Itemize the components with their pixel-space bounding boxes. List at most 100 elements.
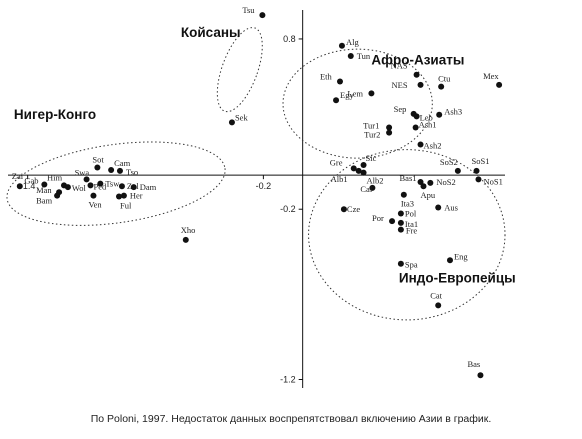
point-label: Bam [36, 196, 52, 206]
point-label: Ash2 [424, 141, 442, 151]
data-point [360, 161, 367, 168]
point-label: NAS [391, 61, 408, 71]
data-point [400, 191, 407, 198]
point-label: Aus [444, 203, 458, 213]
point-label: Pol [405, 208, 417, 218]
group-label: Нигер-Конго [14, 107, 96, 122]
point-label: Wol [72, 183, 87, 193]
point-label: Her [130, 191, 143, 201]
group-label: Афро-Азиаты [371, 52, 464, 67]
data-point [336, 78, 343, 85]
group-label: Койсаны [181, 25, 241, 40]
point-label: Sic [366, 153, 377, 163]
point-label: Cal [360, 184, 372, 194]
point-label: Leb [420, 112, 433, 122]
data-point [389, 218, 396, 225]
point-label: SoS1 [472, 156, 490, 166]
data-point [412, 124, 419, 131]
point-label: Sot [92, 155, 104, 165]
y-tick-label: 0.8 [283, 34, 296, 44]
data-point [435, 204, 442, 211]
data-point [397, 210, 404, 217]
data-point [473, 167, 480, 174]
data-point [116, 167, 123, 174]
data-point [413, 113, 420, 120]
group-label: Индо-Европейцы [399, 270, 516, 285]
data-point [115, 193, 122, 200]
x-tick-label: -0.2 [256, 181, 272, 191]
data-point [90, 192, 97, 199]
scatter-plot: -1.4 -0.2 0.8 -0.2 -1.2 Койсаны Нигер-Конго Афр… [6, 5, 516, 388]
point-label: Ven [88, 200, 102, 210]
y-tick-label: -0.2 [280, 204, 296, 214]
point-label: Tsw [105, 179, 120, 189]
data-point [417, 178, 424, 185]
data-point [130, 184, 137, 191]
point-label: Ita1 [405, 219, 418, 229]
point-label: Alb2 [367, 176, 384, 186]
point-label: Fre [406, 226, 418, 236]
data-point [120, 192, 127, 199]
point-label: Tsu [242, 5, 255, 15]
point-label: Mex [483, 71, 499, 81]
point-label: Him [47, 172, 63, 182]
group-outline [216, 27, 263, 113]
data-point [333, 97, 340, 104]
point-label: Xho [181, 225, 196, 235]
data-point [413, 71, 420, 78]
point-label: NoS2 [436, 177, 455, 187]
data-point [83, 176, 90, 183]
data-point [350, 165, 357, 172]
data-point [64, 184, 71, 191]
data-point [360, 169, 367, 176]
data-point [438, 83, 445, 90]
data-point [368, 90, 375, 97]
point-label: Lem [347, 88, 363, 98]
data-point [436, 111, 443, 118]
point-label: Bas [467, 359, 480, 369]
point-label: Ita3 [401, 199, 414, 209]
data-point [347, 52, 354, 59]
group-outline [6, 141, 226, 226]
point-label: Sek [235, 112, 249, 122]
data-point [446, 257, 453, 264]
data-point [16, 183, 23, 190]
data-point [386, 129, 393, 136]
point-label: Gre [330, 157, 343, 167]
point-label: Ash3 [444, 107, 462, 117]
point-label: NoS1 [483, 176, 502, 186]
point-label: Apu [420, 190, 435, 200]
point-label: Tun [357, 51, 371, 61]
data-point [228, 119, 235, 126]
data-point [475, 176, 482, 183]
point-label: Spa [405, 260, 418, 270]
point-label: Gab [24, 176, 38, 186]
data-point [259, 12, 266, 19]
data-point [54, 192, 61, 199]
point-label: Tur2 [364, 130, 380, 140]
point-label: Swa [75, 167, 90, 177]
data-point [417, 141, 424, 148]
data-point [420, 183, 427, 190]
data-point [454, 167, 461, 174]
x-tick-label: -1.4 [20, 181, 36, 191]
data-point [397, 226, 404, 233]
point-label: Bas1 [400, 173, 417, 183]
point-label: Alg [346, 37, 360, 47]
point-label: Eth [320, 72, 333, 82]
data-point [108, 167, 115, 174]
group-outline [282, 48, 433, 159]
data-point [417, 81, 424, 88]
data-point [94, 164, 101, 171]
data-point [427, 179, 434, 186]
point-label: Man [36, 185, 52, 195]
point-label: NES [392, 80, 408, 90]
point-label: Zai [12, 171, 24, 181]
data-point [182, 236, 189, 243]
data-point [477, 372, 484, 379]
data-point [118, 183, 125, 190]
data-point [397, 219, 404, 226]
data-point [386, 124, 393, 131]
point-label: Tur1 [363, 120, 379, 130]
